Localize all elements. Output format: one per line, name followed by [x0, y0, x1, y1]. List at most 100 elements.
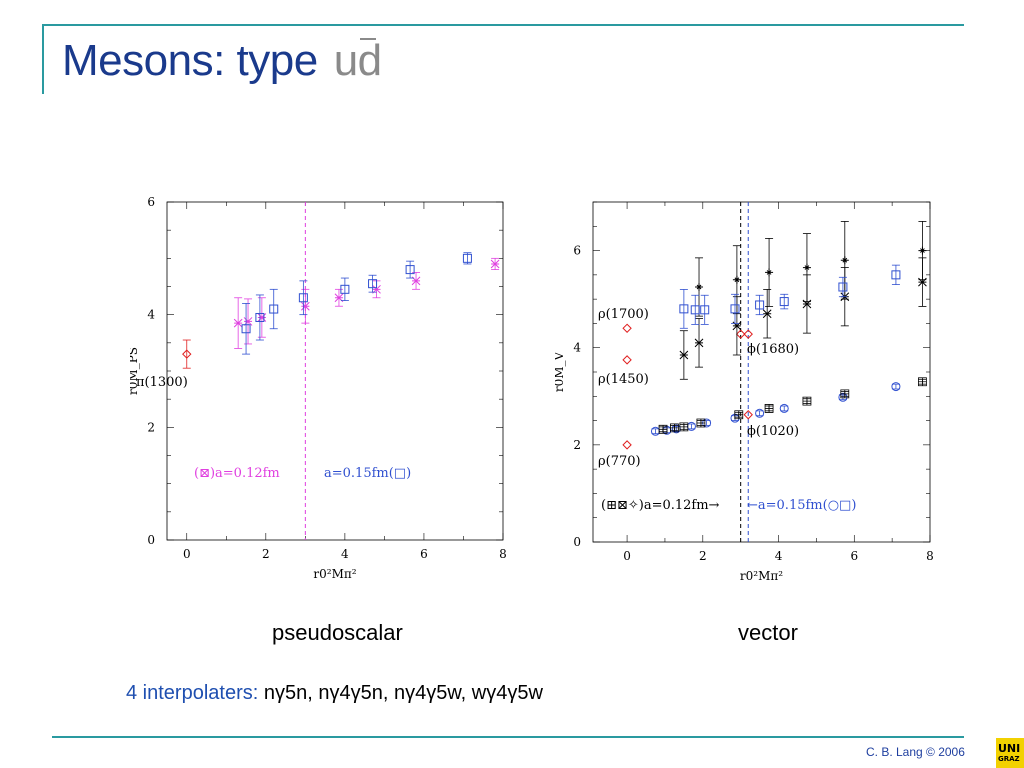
data-point: [732, 275, 741, 284]
annotation-phi1680: ϕ(1680): [747, 342, 799, 357]
data-point: [679, 350, 689, 360]
data-point: [241, 324, 251, 334]
data-point: [696, 418, 706, 428]
data-point: [700, 305, 710, 315]
data-point: [840, 256, 849, 265]
top-rule: [42, 24, 964, 26]
pseudoscalar-chart: 0 2 4 6 8 0 2 4 6 r0²Mπ² r0M_PSπ(1300) (⊠)a=0.12fm a…: [130, 195, 507, 581]
data-point: [779, 403, 789, 413]
x-axis-label: r0²Mπ²: [740, 569, 783, 583]
data-point: [298, 293, 308, 303]
data-point: [918, 377, 927, 387]
data-point: [755, 300, 765, 310]
data-point: [340, 284, 350, 294]
x-axis-label: r0²Mπ²: [313, 567, 356, 581]
data-point: [735, 329, 746, 339]
data-point: [918, 246, 927, 255]
data-point: [650, 426, 660, 436]
left-rule: [42, 26, 44, 94]
legend-a015: a=0.15fm(□): [324, 466, 411, 481]
x-tick-label: 6: [850, 549, 858, 563]
slide-title: Mesons: type ud: [62, 36, 382, 86]
data-point: [762, 309, 772, 319]
data-point: [257, 313, 267, 322]
y-tick-label: 2: [147, 420, 155, 434]
caption-vector: vector: [738, 620, 798, 645]
caption-pseudoscalar: pseudoscalar: [272, 620, 403, 645]
y-tick-label: 6: [147, 195, 155, 209]
y-tick-label: 0: [573, 535, 581, 549]
data-point: [300, 301, 310, 311]
plot-frame: [166, 201, 504, 541]
data-point: [686, 421, 696, 431]
legend-a015: ←a=0.15fm(○□): [747, 498, 856, 513]
logo-bottom: GRAZ: [998, 755, 1020, 763]
data-point: [405, 265, 415, 275]
university-logo: UNI GRAZ: [996, 738, 1024, 768]
annotation-rho1450: ρ(1450): [598, 372, 649, 387]
slide-title-text: Mesons: type: [62, 36, 318, 85]
x-tick-label: 8: [926, 549, 934, 563]
data-point: [695, 283, 704, 291]
annotation-rho1700: ρ(1700): [598, 307, 649, 322]
data-point: [838, 392, 848, 402]
data-point: [802, 396, 812, 406]
x-tick-label: 0: [183, 547, 191, 561]
data-point: [891, 270, 901, 280]
x-tick-label: 8: [499, 547, 507, 561]
x-tick-label: 2: [262, 547, 270, 561]
legend-a012: (⊠)a=0.12fm: [194, 466, 280, 481]
quark-content: ud: [334, 36, 382, 85]
interpolators-terms: nγ5n, nγ4γ5n, nγ4γ5w, wγ4γ5w: [263, 682, 543, 704]
data-point: [182, 349, 192, 359]
y-tick-label: 0: [147, 533, 155, 547]
y-tick-label: 6: [573, 244, 581, 258]
y-axis-label: r0M_V: [555, 352, 566, 393]
x-tick-label: 6: [420, 547, 428, 561]
x-tick-label: 0: [623, 549, 631, 563]
interpolators-label: 4 interpolaters:: [126, 682, 259, 704]
annotation-pi1300: π(1300): [136, 375, 188, 390]
data-point: [622, 440, 632, 450]
credit-text: C. B. Lang © 2006: [866, 745, 965, 759]
data-point: [679, 422, 689, 432]
x-tick-label: 4: [341, 547, 349, 561]
data-point: [765, 268, 774, 277]
data-point: [743, 329, 753, 339]
antiquark-bar: [359, 38, 376, 40]
data-point: [269, 304, 279, 314]
y-tick-label: 4: [573, 341, 581, 355]
logo-top: UNI: [998, 742, 1021, 755]
vector-chart: 0 2 4 6 8 0 2 4 6 r0²Mπ² r0M_V ρ(1700) ρ(1450) ρ(770)…: [555, 201, 934, 583]
data-point: [838, 282, 848, 292]
data-point: [490, 259, 500, 269]
data-point: [840, 389, 850, 399]
legend-a012: (⊞⊠✧)a=0.12fm→: [601, 498, 720, 513]
y-tick-label: 2: [573, 438, 581, 452]
data-point: [671, 424, 681, 434]
y-tick-label: 4: [147, 308, 155, 322]
data-point: [658, 424, 668, 434]
data-point: [764, 404, 774, 413]
data-point: [734, 410, 744, 420]
data-point: [368, 279, 378, 289]
data-point: [462, 253, 472, 263]
data-point: [755, 408, 765, 418]
data-point: [670, 423, 679, 433]
x-tick-label: 4: [775, 549, 783, 563]
data-point: [255, 312, 265, 322]
data-point: [802, 263, 811, 272]
data-point: [690, 305, 700, 315]
annotation-rho770: ρ(770): [598, 454, 641, 469]
data-point: [622, 323, 632, 333]
data-point: [622, 355, 632, 365]
data-point: [233, 318, 243, 328]
data-point: [730, 304, 740, 314]
data-point: [779, 297, 789, 307]
annotation-phi1020: ϕ(1020): [747, 424, 799, 439]
interpolators-line: 4 interpolaters: nγ5n, nγ4γ5n, nγ4γ5w, w…: [126, 682, 543, 705]
data-point: [694, 338, 704, 348]
data-point: [679, 304, 689, 314]
y-axis-label: r0M_PS: [130, 347, 140, 395]
data-point: [743, 410, 753, 420]
